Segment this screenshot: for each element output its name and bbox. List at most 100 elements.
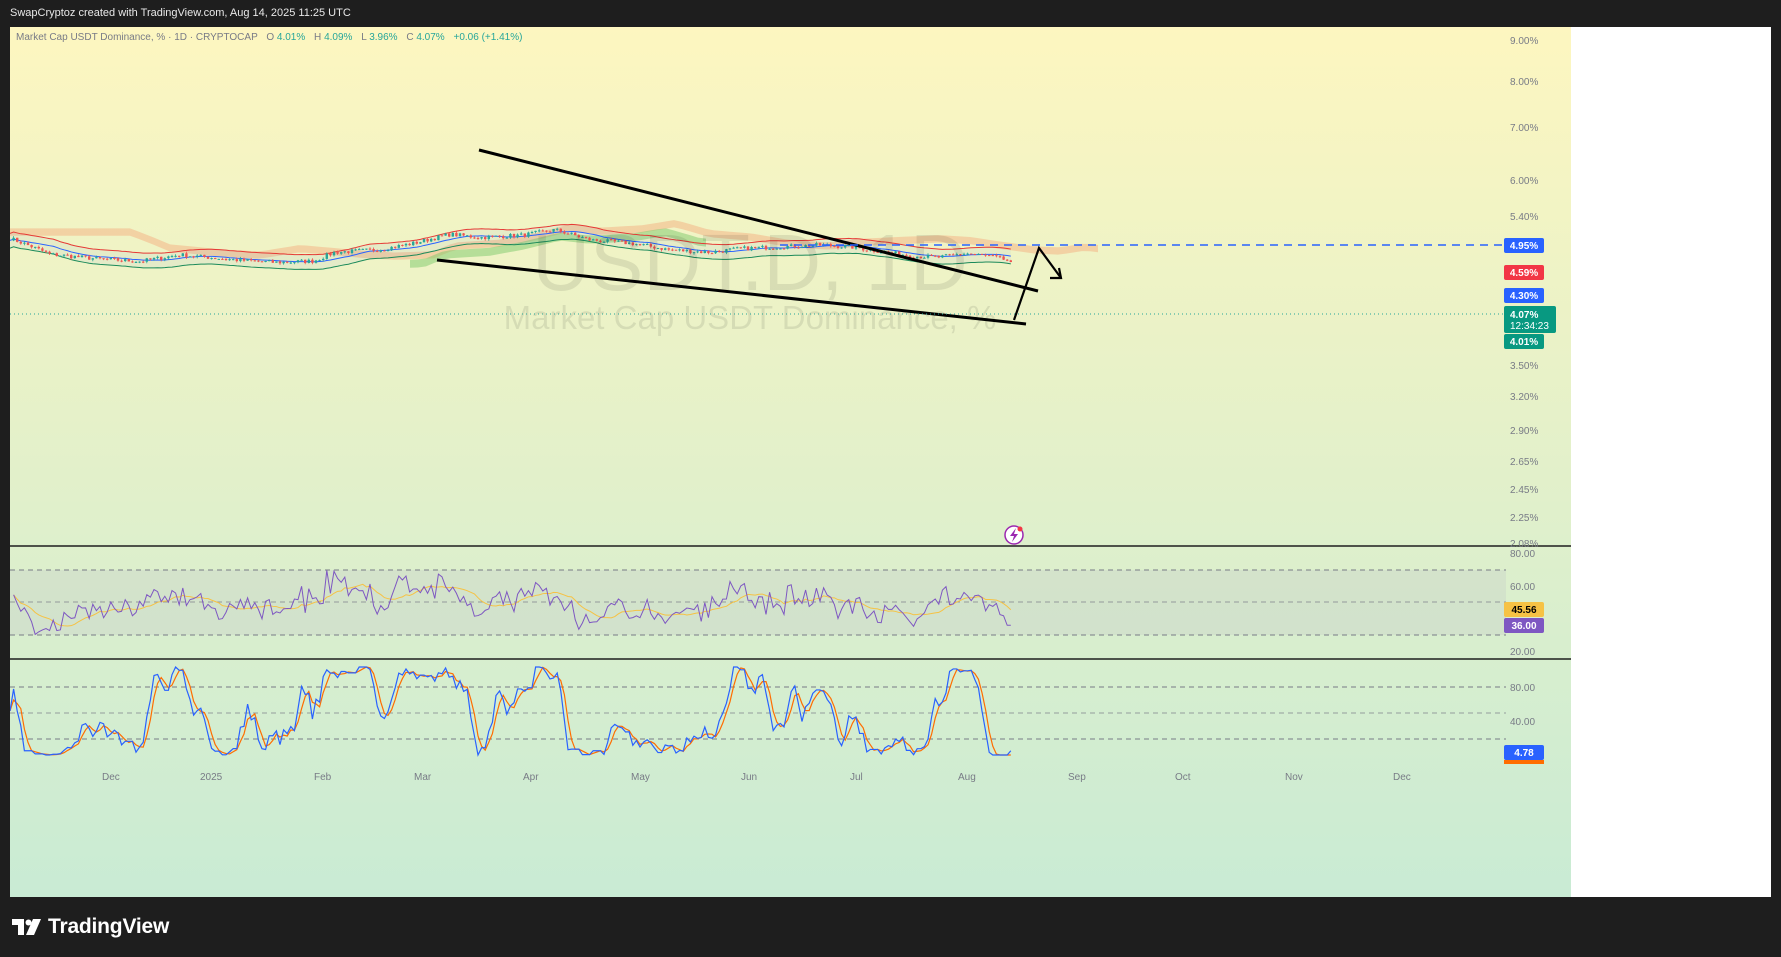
candle [340, 251, 343, 255]
candle [559, 228, 562, 234]
candle [671, 248, 674, 252]
candle [300, 259, 303, 261]
candle [829, 242, 832, 248]
candle [743, 245, 746, 249]
price-chart[interactable]: USDT.D, 1D Market Cap USDT Dominance, % … [10, 27, 1571, 897]
candle [581, 235, 584, 239]
candle [422, 238, 426, 243]
candle [620, 239, 624, 242]
price-axis[interactable]: 9.00% 8.00% 7.00% 6.00% 5.40% 3.50% 3.20… [1510, 36, 1538, 550]
candle [361, 248, 364, 250]
svg-text:4.78: 4.78 [1514, 748, 1534, 759]
candle [718, 249, 721, 253]
stoch-tick: 80.00 [1510, 683, 1535, 694]
candle [606, 238, 609, 244]
candle [1002, 255, 1005, 260]
time-axis[interactable]: Dec 2025 Feb Mar Apr May Jun Jul Aug Sep… [102, 772, 1411, 783]
rsi-ma-line[interactable] [13, 583, 1012, 627]
candle [221, 257, 224, 260]
candle [930, 253, 933, 256]
candle [602, 240, 606, 243]
candle [548, 230, 552, 233]
tradingview-logo-icon [12, 919, 41, 935]
symbol-legend[interactable]: Market Cap USDT Dominance, % · 1D · CRYP… [16, 32, 522, 43]
candle [228, 258, 231, 261]
candle [275, 261, 278, 263]
candle [469, 234, 472, 239]
candle [667, 247, 670, 252]
price-tick: 5.40% [1510, 212, 1538, 223]
candle [682, 249, 685, 252]
candle [163, 257, 166, 262]
tradingview-logo[interactable]: TradingView [12, 915, 169, 939]
candle [948, 253, 951, 256]
candle [786, 245, 789, 250]
candle [534, 230, 537, 234]
time-tick: Dec [102, 772, 120, 783]
candle [613, 238, 616, 244]
stoch-axis[interactable]: 80.00 40.00 [1510, 683, 1535, 728]
bollinger-upper-line[interactable] [10, 223, 1011, 256]
candle [815, 241, 818, 247]
candle [433, 238, 436, 241]
candle [372, 247, 375, 253]
candle [905, 253, 908, 256]
open-price-label: 4.01% [1504, 334, 1544, 349]
candle [541, 229, 544, 232]
candle [617, 239, 620, 243]
candle [41, 247, 44, 252]
rsi-line[interactable] [13, 569, 1011, 636]
candle [336, 250, 339, 255]
price-tick: 3.20% [1510, 392, 1538, 403]
tradingview-brand: TradingView [48, 915, 170, 938]
candle [923, 256, 926, 259]
price-label-cloud: 4.59% [1504, 265, 1544, 280]
candle [113, 256, 116, 260]
candle [124, 257, 127, 263]
candle [379, 249, 382, 253]
candle [66, 253, 69, 256]
candle [700, 250, 703, 254]
candle [772, 247, 775, 250]
rsi-axis[interactable]: 80.00 60.00 20.00 [1510, 549, 1535, 658]
candle [660, 247, 663, 252]
bollinger-lower-line[interactable] [10, 238, 1011, 270]
candle [185, 251, 188, 260]
candle [703, 249, 706, 254]
candle [689, 248, 692, 255]
candle [631, 242, 634, 247]
event-flash-icon[interactable] [1004, 525, 1024, 545]
footer: TradingView [0, 897, 1781, 957]
candle [314, 259, 318, 264]
wedge-upper-trendline[interactable] [478, 148, 1039, 293]
stoch-k-line[interactable] [10, 666, 1012, 757]
svg-text:36.00: 36.00 [1511, 621, 1536, 632]
candle [998, 254, 1002, 259]
legend-symbol[interactable]: Market Cap USDT Dominance, % · 1D · CRYP… [16, 32, 258, 43]
ichimoku-cloud-bullish [410, 228, 706, 268]
candle [98, 256, 102, 260]
candle [444, 232, 447, 236]
candle [1009, 259, 1012, 263]
candle [995, 253, 998, 258]
candle [458, 232, 462, 237]
candle [779, 248, 782, 250]
candle [138, 261, 141, 264]
projection-arrow[interactable] [1012, 245, 1062, 321]
candle [329, 251, 332, 257]
candle [404, 242, 408, 248]
candle [426, 237, 429, 243]
candle [498, 235, 501, 238]
candle [354, 248, 357, 251]
candle [725, 248, 728, 255]
wedge-lower-trendline[interactable] [436, 258, 1027, 326]
chart-frame[interactable]: USDT.D, 1D Market Cap USDT Dominance, % … [10, 27, 1771, 897]
rsi-tick: 80.00 [1510, 549, 1535, 560]
candle [707, 250, 710, 255]
stoch-k-label: 4.78 [1504, 745, 1544, 764]
candle [494, 235, 498, 237]
candle [408, 242, 411, 246]
legend-close-label: C [406, 32, 413, 43]
price-tick: 3.50% [1510, 361, 1538, 372]
candle [941, 254, 944, 259]
